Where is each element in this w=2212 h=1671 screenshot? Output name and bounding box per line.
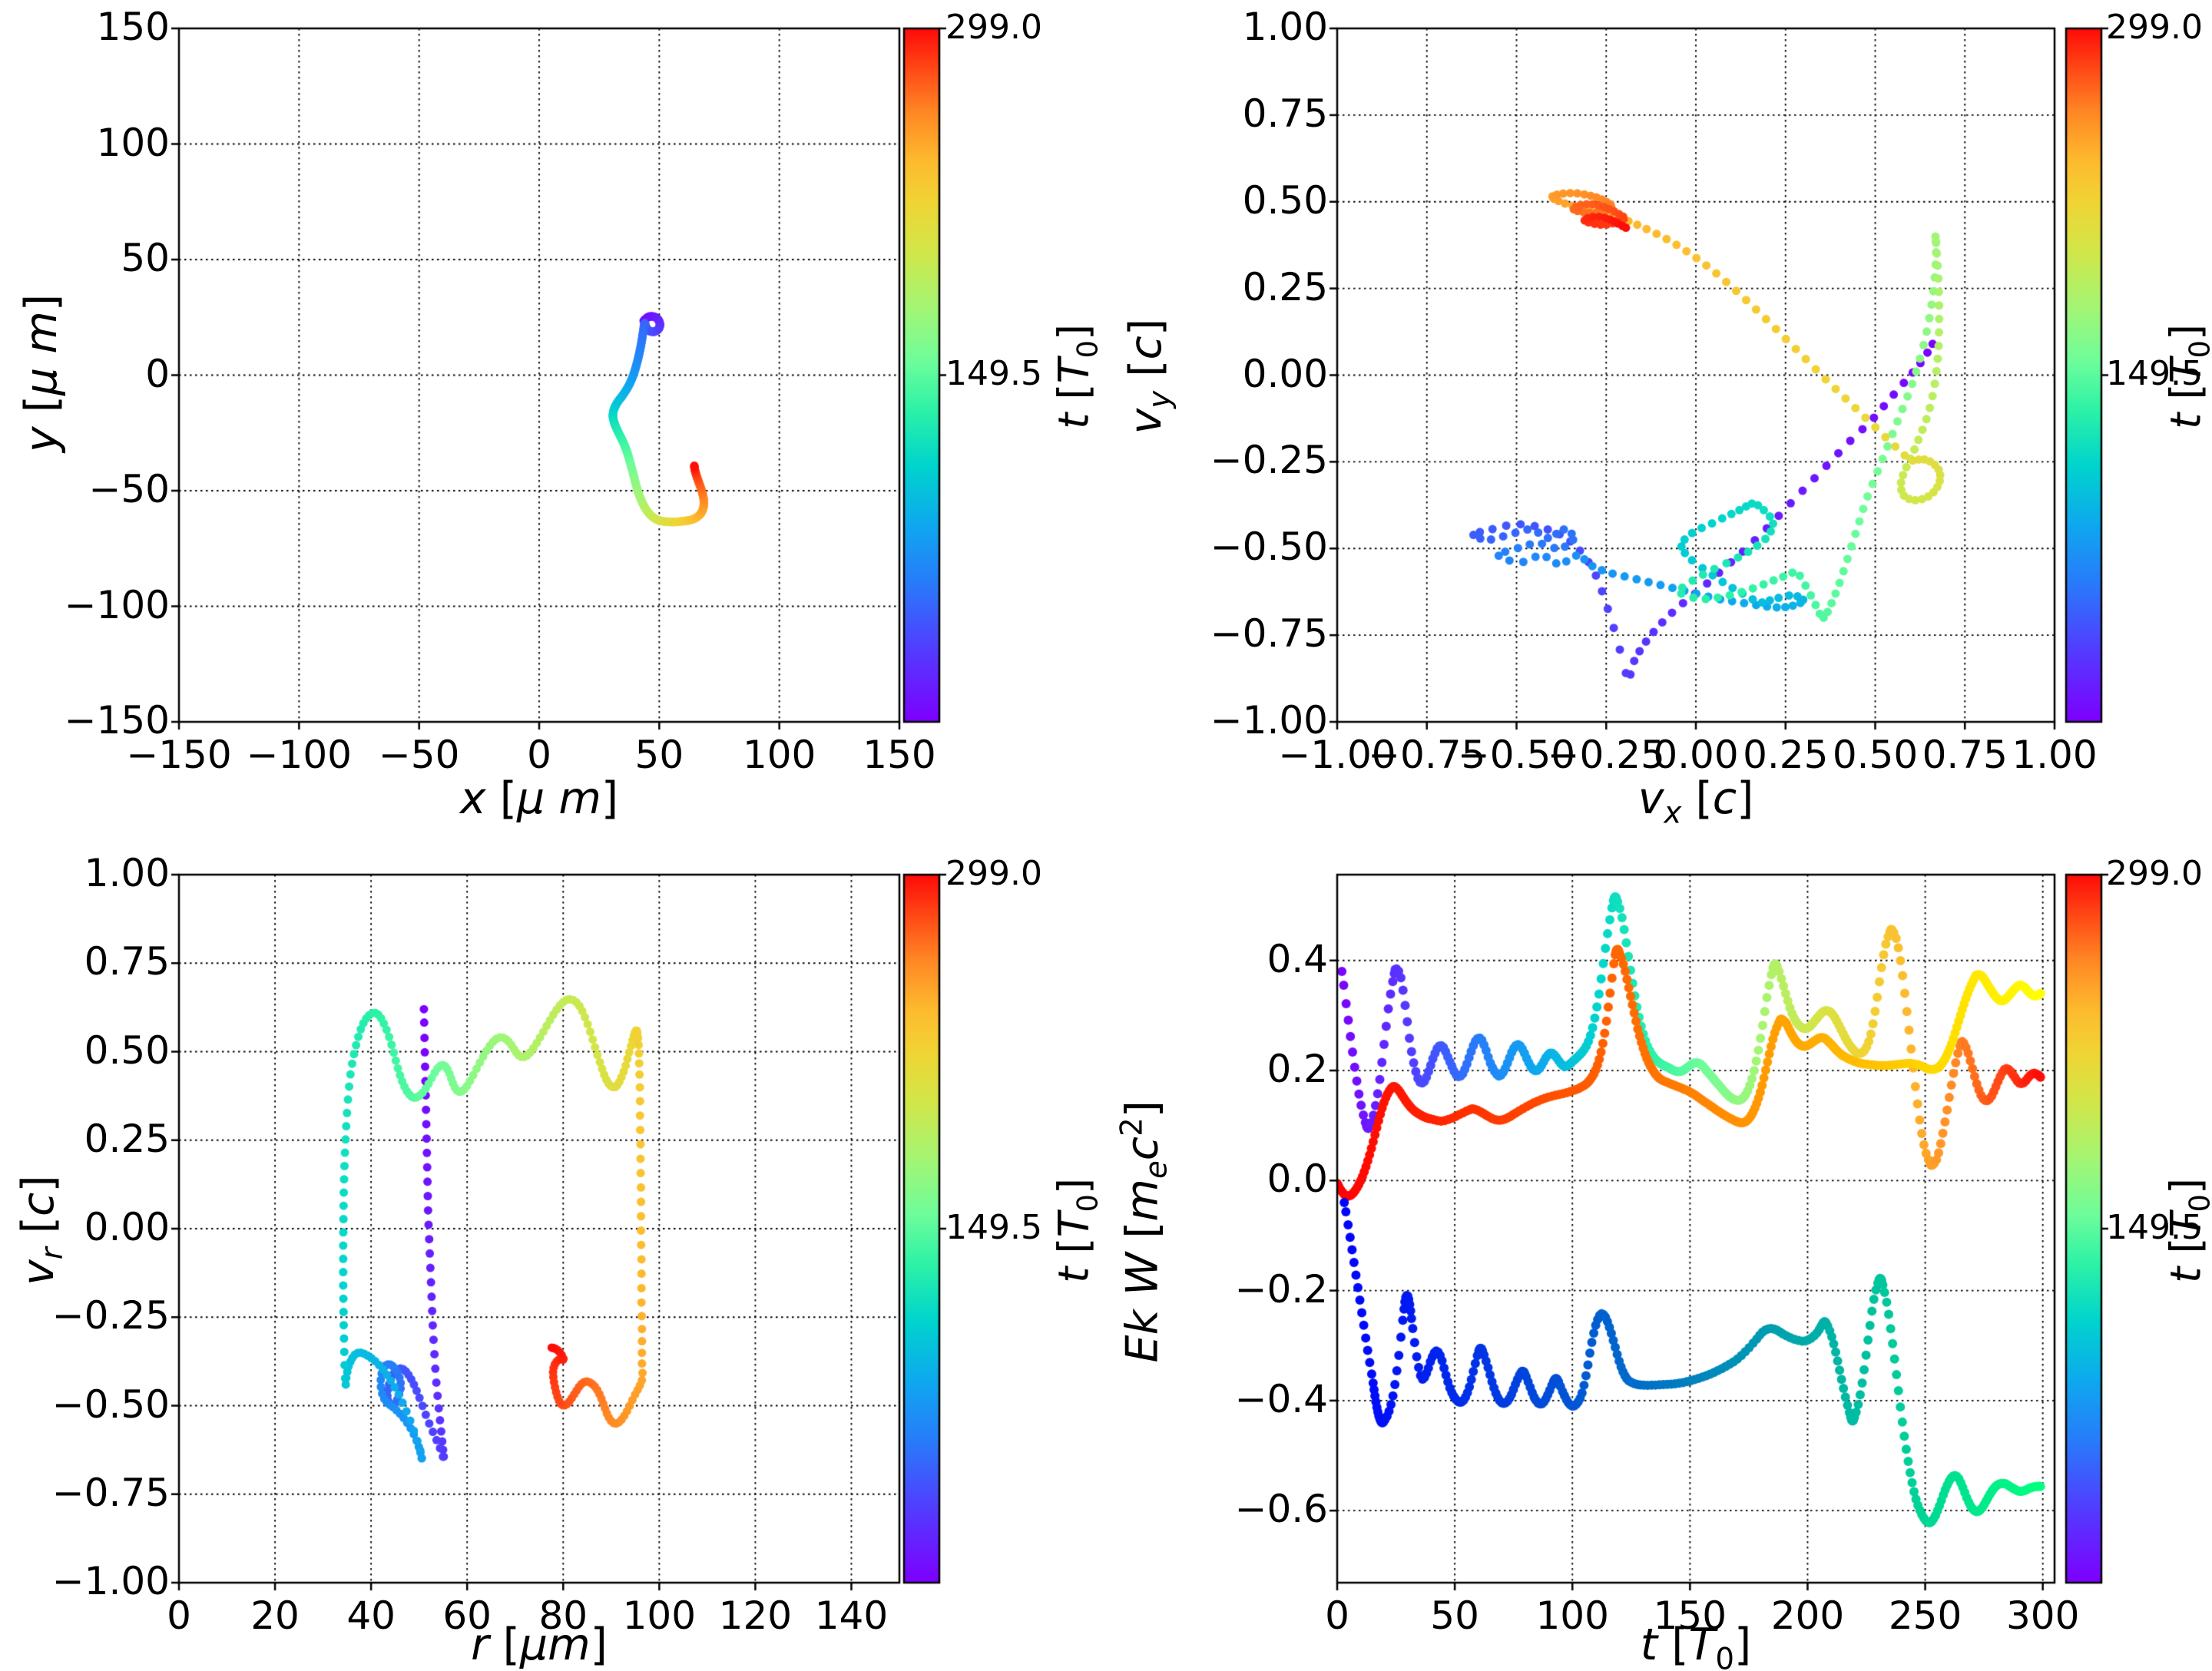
panel3-ytick-8: −1.00 xyxy=(51,1559,170,1603)
panel2-ytick-7: −0.75 xyxy=(1210,611,1328,657)
panel1-xtick-1: −100 xyxy=(246,733,352,777)
panel4-ytick-5: −0.6 xyxy=(1234,1487,1328,1532)
panel4-ytick-3: −0.2 xyxy=(1234,1266,1328,1312)
panel4-xtick-6: 300 xyxy=(2005,1593,2080,1638)
panel3-xtick-5: 100 xyxy=(622,1593,697,1638)
panel4-colorbar-label: t [T0] xyxy=(2161,1177,2212,1283)
panel1-xtick-5: 100 xyxy=(742,733,816,777)
panel1-ytick-4: −50 xyxy=(88,467,170,511)
panel4-ytick-4: −0.4 xyxy=(1234,1376,1328,1421)
panel3-colorbar-label: t [T0] xyxy=(1049,1177,1104,1283)
panel3-xtick-0: 0 xyxy=(167,1593,191,1638)
panel1-ytick-1: 100 xyxy=(96,120,170,165)
panel2-ytick-1: 0.75 xyxy=(1242,91,1328,136)
panel4-xtick-5: 250 xyxy=(1888,1593,1962,1638)
panel3-ytick-6: −0.50 xyxy=(51,1381,170,1427)
panel2-colorbar-tick-1: 149.5 xyxy=(2106,354,2203,394)
panel1-ytick-0: 150 xyxy=(96,5,170,49)
panel2-colorbar-tick-0: 299.0 xyxy=(2106,7,2203,47)
panel2-xtick-5: 0.25 xyxy=(1743,733,1829,777)
panel2-colorbar-label: t [T0] xyxy=(2161,323,2212,429)
panel2-xlabel: vx [c] xyxy=(1637,773,1754,831)
panel4-ytick-1: 0.2 xyxy=(1267,1047,1328,1092)
panel4-xtick-0: 0 xyxy=(1325,1593,1349,1638)
panel3-ytick-3: 0.25 xyxy=(84,1116,170,1161)
panel4-xlabel: t [T0] xyxy=(1640,1619,1752,1671)
panel2-ylabel: vy [c] xyxy=(1120,319,1178,435)
panel3-xtick-4: 80 xyxy=(538,1593,588,1638)
panel1-xtick-6: 150 xyxy=(863,733,936,777)
panel4-xtick-4: 200 xyxy=(1770,1593,1845,1638)
panel1-xtick-2: −50 xyxy=(378,733,460,777)
panel1-ytick-3: 0 xyxy=(145,351,170,396)
panel3-ytick-5: −0.25 xyxy=(51,1293,170,1338)
panel3-ytick-4: 0.00 xyxy=(84,1205,170,1249)
panel2-ytick-4: 0.00 xyxy=(1242,351,1328,396)
panel2-ytick-8: −1.00 xyxy=(1210,698,1328,743)
panel3-ytick-1: 0.75 xyxy=(84,939,170,984)
panel1-colorbar-tick-0: 299.0 xyxy=(945,7,1042,47)
panel4-xtick-1: 50 xyxy=(1430,1593,1479,1638)
panel4-xtick-2: 100 xyxy=(1535,1593,1609,1638)
panel2-ytick-6: −0.50 xyxy=(1210,524,1328,570)
panel3-colorbar-tick-1: 149.5 xyxy=(945,1207,1042,1247)
panel3-ylabel: vr [c] xyxy=(12,1175,71,1286)
panel1-colorbar-tick-1: 149.5 xyxy=(945,354,1042,394)
panel1-ytick-6: −150 xyxy=(64,698,170,743)
panel4-colorbar-tick-1: 149.5 xyxy=(2106,1207,2203,1247)
panel2-xtick-2: −0.50 xyxy=(1457,733,1576,777)
panel1-xtick-0: −150 xyxy=(126,733,232,777)
panel2-xtick-1: −0.75 xyxy=(1368,733,1486,777)
panel4-ytick-2: 0.0 xyxy=(1267,1156,1328,1202)
panel1-ytick-2: 50 xyxy=(121,236,170,280)
panel3-ytick-7: −0.75 xyxy=(51,1470,170,1515)
panel4-xtick-3: 150 xyxy=(1653,1593,1727,1638)
panel2-xtick-4: 0.00 xyxy=(1653,733,1739,777)
panel1-ylabel: y [μ m] xyxy=(16,294,67,453)
panel4-ytick-0: 0.4 xyxy=(1267,936,1328,981)
panel2-ytick-5: −0.25 xyxy=(1210,438,1328,483)
panel3-xlabel: r [μm] xyxy=(471,1619,608,1670)
panel3-ytick-2: 0.50 xyxy=(84,1027,170,1073)
panel4-colorbar-tick-0: 299.0 xyxy=(2106,853,2203,893)
panel1-xtick-4: 50 xyxy=(634,733,684,777)
panel2-ytick-2: 0.50 xyxy=(1242,177,1328,223)
panel2-xtick-8: 1.00 xyxy=(2012,733,2098,777)
panel3-xtick-7: 140 xyxy=(814,1593,889,1638)
panel1-xlabel: x [μ m] xyxy=(459,773,619,824)
panel2-xtick-6: 0.50 xyxy=(1832,733,1919,777)
panel3-ytick-0: 1.00 xyxy=(84,851,170,895)
panel1-xtick-3: 0 xyxy=(527,733,551,777)
panel2-xtick-0: −1.00 xyxy=(1278,733,1396,777)
panel2-xtick-7: 0.75 xyxy=(1922,733,2008,777)
panel1-colorbar-label: t [T0] xyxy=(1049,323,1104,429)
panel3-colorbar-tick-0: 299.0 xyxy=(945,853,1042,893)
panel2-ytick-3: 0.25 xyxy=(1242,264,1328,309)
panel2-xtick-3: −0.25 xyxy=(1547,733,1665,777)
panel3-xtick-2: 40 xyxy=(346,1593,396,1638)
panel3-xtick-1: 20 xyxy=(250,1593,300,1638)
panel3-xtick-3: 60 xyxy=(442,1593,492,1638)
panel4-ylabel: Ek W [mec2] xyxy=(1114,1100,1174,1363)
panel1-ytick-5: −100 xyxy=(64,582,170,627)
panel3-xtick-6: 120 xyxy=(718,1593,793,1638)
panel2-ytick-0: 1.00 xyxy=(1242,5,1328,49)
